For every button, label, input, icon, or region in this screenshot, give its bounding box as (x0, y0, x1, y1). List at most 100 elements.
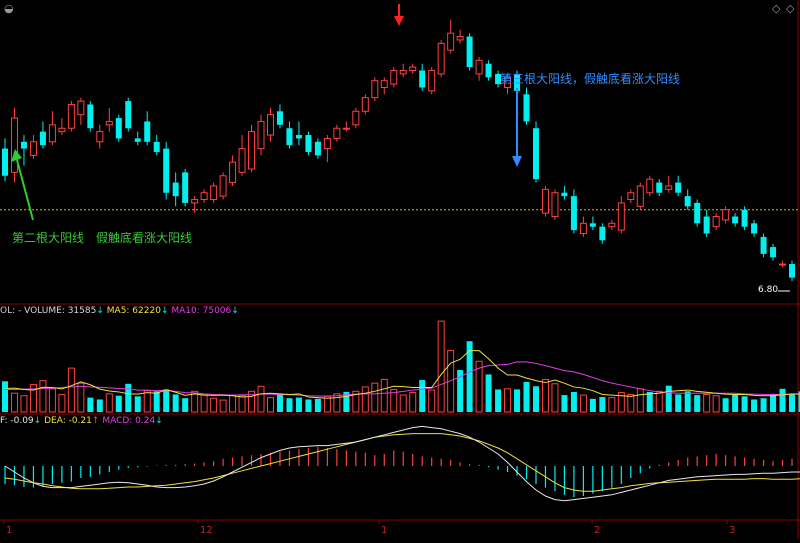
green-arrow-shaft (16, 159, 34, 221)
macd-dea: DEA: -0.21 (44, 416, 92, 426)
volume-bar (447, 350, 455, 413)
volume-bar (514, 389, 521, 412)
volume-bar (343, 391, 350, 412)
volume-bar (541, 378, 549, 413)
volume-bar (627, 393, 635, 413)
candle-body (608, 222, 616, 228)
macd-down-arrow: ↓ (155, 416, 163, 426)
volume-bar (248, 390, 256, 413)
candle-body (144, 121, 151, 142)
candle-body (551, 192, 559, 218)
candle-body (286, 128, 293, 146)
volume-bar (210, 397, 218, 413)
volume-bar (561, 395, 568, 412)
volume-bar (589, 398, 596, 412)
volume-bar (172, 394, 179, 412)
volume-bar (523, 381, 530, 412)
volume-bar (219, 399, 227, 413)
candle-body (760, 236, 767, 254)
candle-body (684, 196, 691, 207)
candle-body (29, 141, 37, 156)
macd-dif-line (4, 425, 800, 502)
candle-body (67, 103, 75, 129)
volume-bar (48, 388, 56, 413)
volume-bar (636, 388, 644, 413)
candle-body (475, 59, 483, 75)
candle-body (665, 185, 673, 190)
time-axis-label: 12 (200, 525, 213, 536)
candle-body (2, 148, 8, 176)
volume-bar (495, 389, 502, 412)
diamond-icon[interactable]: ◇ (772, 2, 781, 15)
candle-body (741, 209, 748, 227)
macd-dif: F: -0.09 (0, 416, 34, 426)
volume-bar (437, 320, 445, 413)
volume-bar (722, 398, 729, 412)
volume-bar (153, 391, 160, 412)
volume-bar (732, 394, 739, 412)
volume-bar (399, 394, 407, 413)
volume-bar (428, 389, 436, 413)
volume-bar (380, 378, 388, 413)
volume-bar (789, 394, 795, 412)
volume-bar (229, 394, 237, 413)
volume-bar (579, 394, 587, 413)
candle-body (10, 117, 18, 173)
candle-body (191, 199, 199, 204)
candle-body (722, 209, 730, 221)
candle-body (352, 110, 360, 126)
candle-body (419, 70, 426, 88)
candle-body (495, 73, 502, 85)
candle-body (514, 73, 521, 91)
volume-bar (143, 390, 151, 413)
volume-bar (371, 382, 379, 413)
volume-bar (361, 386, 369, 413)
volume-bar (295, 397, 302, 412)
volume-bar (200, 394, 208, 413)
candle-body (266, 114, 274, 136)
candle-body (675, 182, 682, 193)
candle-body (409, 66, 417, 72)
collapse-icon[interactable]: ◒ (4, 2, 14, 15)
volume-bar (617, 392, 625, 413)
candle-body (380, 80, 388, 88)
candle-body (210, 185, 218, 201)
last-price-label: 6.80 (758, 285, 779, 295)
dea-up-arrow: ↑ (91, 416, 100, 426)
candle-body (200, 192, 208, 201)
volume-bar (29, 383, 37, 413)
volume-bar (257, 385, 265, 413)
candle-body (134, 138, 141, 142)
volume-bar (305, 399, 312, 412)
volume-bar (608, 397, 616, 413)
blue-annotation: 第三根大阳线，假触底看涨大阳线 (500, 72, 681, 86)
volume-bar (238, 395, 246, 413)
volume-bar (779, 388, 786, 412)
volume-bar (409, 392, 417, 413)
candle-body (238, 148, 246, 173)
candle-body (617, 202, 625, 231)
macd-header: F: -0.09↓ DEA: -0.21↑ MACD: 0.24↓ (0, 416, 163, 426)
volume-bar (475, 360, 483, 413)
candle-body (77, 100, 85, 116)
candle-body (779, 263, 787, 266)
volume-prefix: OL: - (0, 306, 22, 316)
candle-body (20, 141, 27, 149)
candle-body (58, 127, 66, 133)
candle-body (39, 131, 46, 146)
volume-bar (760, 398, 767, 412)
volume-ma5-line (4, 350, 800, 399)
candle-body (504, 76, 512, 88)
candle-body (541, 188, 549, 214)
candle-body (694, 202, 701, 224)
candle-body (295, 135, 302, 139)
volume-bar (163, 389, 170, 412)
candle-body (447, 32, 455, 51)
candle-body (485, 63, 492, 78)
time-axis-label: 1 (381, 525, 387, 536)
volume-bar (741, 396, 748, 412)
candle-body (456, 36, 464, 41)
volume-bar (703, 393, 711, 413)
diamond-icon-2[interactable]: ◇ (786, 2, 795, 15)
